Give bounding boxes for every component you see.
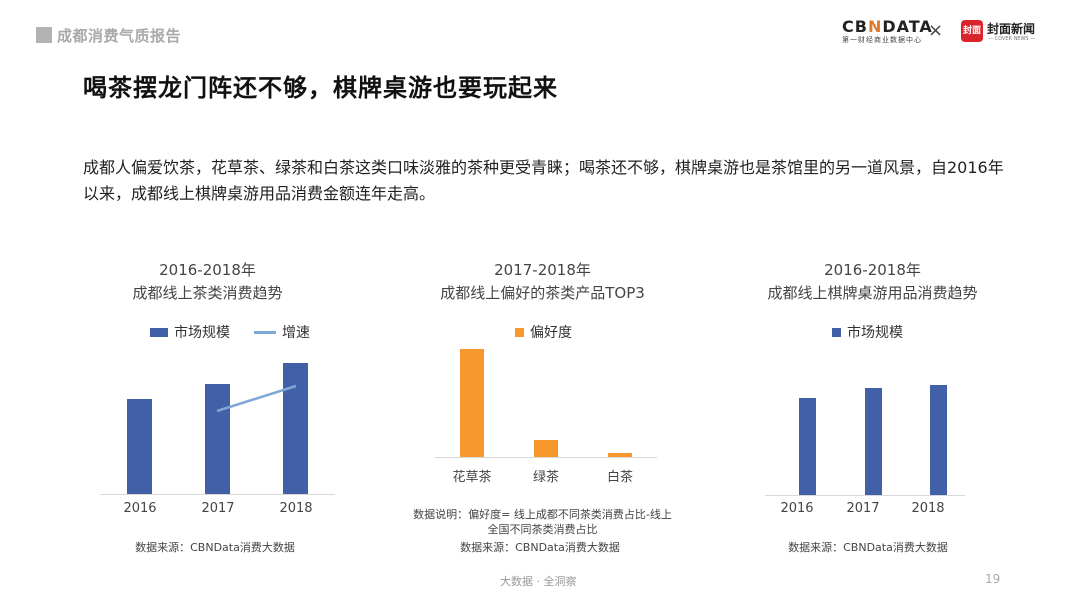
chart2-title-line1: 2017-2018年 (494, 261, 591, 279)
cbn-x: N (867, 17, 883, 36)
chart2-note: 数据说明：偏好度= 线上成都不同茶类消费占比-线上 全国不同茶类消费占比 (400, 507, 685, 537)
chart2-note-line2: 全国不同茶类消费占比 (487, 523, 598, 536)
x-tick: 2017 (201, 501, 235, 516)
section-marker-icon (36, 27, 52, 43)
chart2-title-line2: 成都线上偏好的茶类产品TOP3 (440, 284, 645, 302)
x-tick: 2017 (846, 501, 880, 516)
chart1-title: 2016-2018年 成都线上茶类消费趋势 (100, 259, 315, 305)
cbndata-subtitle: 第一财经商业数据中心 (842, 36, 922, 44)
legend-label-market: 市场规模 (174, 325, 230, 341)
legend-label-preference: 偏好度 (530, 325, 572, 341)
chart2-note-line1: 数据说明：偏好度= 线上成都不同茶类消费占比-线上 (413, 508, 672, 521)
chart2-legend: 偏好度 (515, 322, 572, 342)
fengmian-logo-icon: 封面 (961, 20, 983, 42)
x-tick: 2016 (123, 501, 157, 516)
x-tick: 2018 (279, 501, 313, 516)
bar-2017 (205, 384, 230, 494)
chart2-source: 数据来源：CBNData消费大数据 (460, 541, 620, 554)
chart3-legend: 市场规模 (832, 322, 903, 342)
footer-slogan: 大数据 · 全洞察 (500, 575, 577, 588)
cbn-left: CB (842, 17, 868, 36)
cbn-right: DATA (882, 17, 933, 36)
legend-square-swatch-icon (832, 327, 841, 337)
chart1-x-axis (100, 494, 335, 495)
x-tick: 2018 (911, 501, 945, 516)
legend-square-swatch-icon (515, 327, 524, 337)
chart2-title: 2017-2018年 成都线上偏好的茶类产品TOP3 (405, 259, 680, 305)
chart3-source: 数据来源：CBNData消费大数据 (788, 541, 948, 554)
legend-bar-swatch-icon (150, 327, 168, 337)
bar-2017 (865, 388, 882, 495)
bar-green-tea (534, 440, 558, 457)
fengmian-subtitle: — COVER NEWS — (988, 36, 1036, 42)
chart1-title-line1: 2016-2018年 (159, 261, 256, 279)
x-tick: 白茶 (606, 470, 633, 485)
x-tick: 绿茶 (532, 470, 559, 485)
bar-flower-tea (460, 349, 484, 457)
legend-label-market: 市场规模 (847, 325, 903, 341)
section-label: 成都消费气质报告 (57, 27, 182, 45)
bar-2016 (799, 398, 816, 495)
chart3-title-line1: 2016-2018年 (824, 261, 921, 279)
fengmian-name: 封面新闻 (987, 22, 1036, 36)
times-icon: × (928, 20, 944, 41)
chart1-source: 数据来源：CBNData消费大数据 (135, 541, 295, 554)
bar-2018 (283, 363, 308, 494)
intro-paragraph: 成都人偏爱饮茶，花草茶、绿茶和白茶这类口味淡雅的茶种更受青睐；喝茶还不够，棋牌桌… (83, 158, 1004, 203)
x-tick: 花草茶 (452, 470, 492, 485)
bar-2018 (930, 385, 947, 495)
legend-label-growth: 增速 (282, 325, 310, 341)
legend-line-swatch-icon (254, 330, 276, 334)
page-title: 喝茶摆龙门阵还不够，棋牌桌游也要玩起来 (83, 74, 558, 102)
bar-white-tea (608, 453, 632, 457)
cbndata-wordmark: CBNDATA (842, 17, 932, 36)
chart1-title-line2: 成都线上茶类消费趋势 (132, 284, 283, 302)
chart1-legend: 市场规模 增速 (150, 322, 310, 342)
x-tick: 2016 (780, 501, 814, 516)
chart3-title: 2016-2018年 成都线上棋牌桌游用品消费趋势 (745, 259, 1000, 305)
page-number: 19 (985, 572, 1001, 586)
chart2-x-axis (435, 457, 657, 458)
chart3-title-line2: 成都线上棋牌桌游用品消费趋势 (767, 284, 978, 302)
chart3-x-axis (765, 495, 965, 496)
bar-2016 (127, 399, 152, 494)
cbndata-logo: CBNDATA 第一财经商业数据中心 (842, 17, 932, 45)
